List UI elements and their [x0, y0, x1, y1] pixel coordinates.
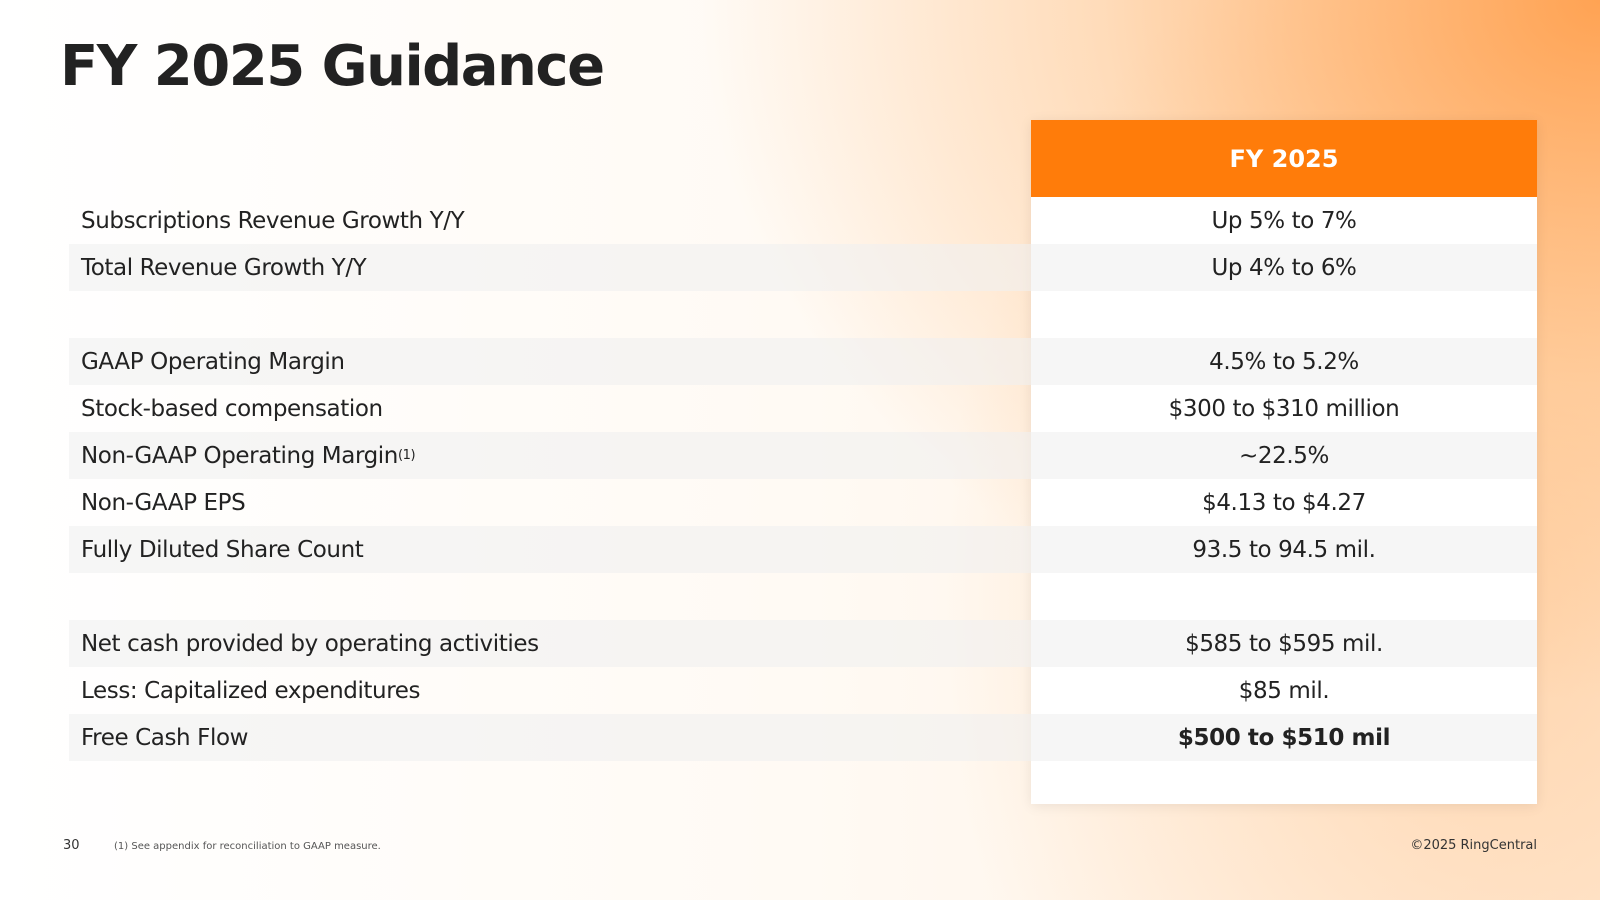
label-text: Fully Diluted Share Count — [81, 536, 364, 563]
footnote-marker: (1) — [397, 448, 416, 463]
row-background — [69, 432, 1537, 479]
row-label: Total Revenue Growth Y/Y — [81, 244, 1021, 291]
row-background — [69, 714, 1537, 761]
label-text: GAAP Operating Margin — [81, 348, 345, 375]
label-text: Stock-based compensation — [81, 395, 383, 422]
label-text: Less: Capitalized expenditures — [81, 677, 421, 704]
row-value: $85 mil. — [1238, 677, 1330, 704]
row-label: Non-GAAP EPS — [81, 479, 1021, 526]
title: FY 2025 Guidance — [60, 34, 605, 99]
row-background — [69, 338, 1537, 385]
column-header: FY 2025 — [1031, 120, 1537, 197]
label-text: Non-GAAP Operating Margin — [81, 442, 398, 469]
row-value: $300 to $310 million — [1168, 395, 1400, 422]
row-label: Free Cash Flow — [81, 714, 1021, 761]
row-value: $585 to $595 mil. — [1185, 630, 1383, 657]
row-label: Less: Capitalized expenditures — [81, 667, 1021, 714]
row-label: Stock-based compensation — [81, 385, 1021, 432]
label-text: Net cash provided by operating activitie… — [81, 630, 539, 657]
row-value: Up 4% to 6% — [1211, 254, 1357, 281]
copyright: ©2025 RingCentral — [1410, 838, 1537, 853]
row-label: Net cash provided by operating activitie… — [81, 620, 1021, 667]
row-value: 93.5 to 94.5 mil. — [1192, 536, 1376, 563]
page-number: 30 — [63, 838, 80, 853]
footnote: (1) See appendix for reconciliation to G… — [114, 841, 381, 852]
row-background — [69, 526, 1537, 573]
label-text: Total Revenue Growth Y/Y — [81, 254, 367, 281]
row-value: Up 5% to 7% — [1211, 207, 1357, 234]
label-text: Subscriptions Revenue Growth Y/Y — [81, 207, 465, 234]
row-background — [69, 244, 1537, 291]
row-label: GAAP Operating Margin — [81, 338, 1021, 385]
row-background — [69, 620, 1537, 667]
row-value: $4.13 to $4.27 — [1202, 489, 1366, 516]
label-text: Non-GAAP EPS — [81, 489, 246, 516]
row-value: 4.5% to 5.2% — [1209, 348, 1359, 375]
label-text: Free Cash Flow — [81, 724, 249, 751]
row-label: Subscriptions Revenue Growth Y/Y — [81, 197, 1021, 244]
row-label: Fully Diluted Share Count — [81, 526, 1021, 573]
row-value: $500 to $510 mil — [1177, 724, 1391, 751]
row-label: Non-GAAP Operating Margin (1) — [81, 432, 1021, 479]
row-value: ~22.5% — [1239, 442, 1329, 469]
